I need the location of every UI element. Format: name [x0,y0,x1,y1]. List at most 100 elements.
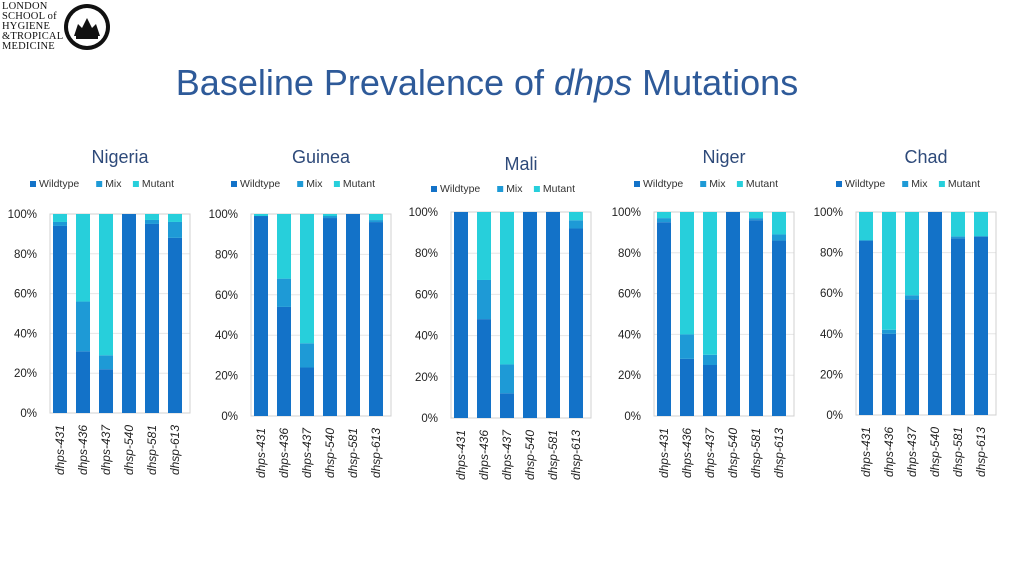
bar-segment [523,212,537,418]
legend-swatch [96,181,103,187]
bar-segment [323,218,337,416]
legend-label: Mix [105,178,122,190]
x-tick-label: dhsp-581 [546,430,560,480]
bar-segment [500,393,514,418]
x-tick-label: dhsp-581 [951,427,965,477]
bar-segment [76,214,90,302]
legend-label: Mutant [343,178,375,190]
bar-segment [749,212,763,219]
bar-segment [168,214,182,222]
bar-segment [905,212,919,296]
y-tick-label: 20% [14,368,37,380]
bar-segment [500,212,514,365]
bar-segment [254,216,268,416]
y-tick-label: 80% [618,248,641,260]
chart-title: Chad [904,147,947,167]
y-tick-label: 80% [820,248,843,260]
bar-segment [277,278,291,307]
bar-segment [300,214,314,344]
x-tick-label: dhps-437 [500,429,514,480]
x-tick-label: dhsp-613 [974,427,988,477]
bar-segment [122,214,136,413]
bar-segment [145,219,159,224]
y-tick-label: 60% [215,290,238,302]
x-tick-label: dhsp-581 [346,428,360,478]
bar-segment [346,214,360,416]
x-tick-label: dhps-437 [905,426,919,477]
y-tick-label: 0% [826,410,843,422]
logo-line-1: LONDON [2,1,48,12]
chart-1: Guinea Wildtype Mix Mutant 0% 20% 40% 60% 80% 100… [209,147,392,478]
y-tick-label: 40% [820,329,843,341]
y-tick-label: 0% [20,408,37,420]
y-tick-label: 20% [820,369,843,381]
legend-swatch [700,181,707,187]
x-tick-label: dhsp-613 [569,430,583,480]
bar-segment [726,212,740,416]
chart-4: Chad Wildtype Mix Mutant 0% 20% 40% 60% 80% 100% d… [814,147,997,477]
y-tick-label: 40% [14,328,37,340]
bar-segment [882,329,896,334]
y-tick-label: 80% [415,248,438,260]
legend-label: Mix [306,178,323,190]
x-tick-label: dhps-436 [76,425,90,475]
title-text-italic: dhps [554,62,633,103]
x-tick-label: dhsp-613 [369,428,383,478]
bar-segment [369,214,383,221]
legend-label: Mutant [142,178,174,190]
bar-segment [882,333,896,415]
bar-segment [680,358,694,416]
bar-segment [53,214,67,222]
bar-segment [53,225,67,413]
bar-segment [254,214,268,217]
bar-segment [546,212,560,418]
bar-segment [905,299,919,415]
school-logo: LONDON SCHOOL of HYGIENE &TROPICAL MEDIC… [2,1,112,54]
legend-label: Wildtype [643,178,683,190]
x-tick-label: dhps-437 [99,424,113,475]
bar-segment [99,355,113,370]
bar-segment [859,240,873,415]
bar-segment [76,351,90,413]
legend-label: Mutant [543,183,575,195]
y-tick-label: 100% [8,209,37,221]
chart-3: Niger Wildtype Mix Mutant 0% 20% 40% 60% 80% 100%… [612,147,795,478]
legend-label: Wildtype [440,183,480,195]
bar-segment [323,216,337,219]
bar-segment [772,234,786,241]
bar-segment [168,237,182,413]
bar-segment [300,367,314,416]
plot-frame [855,211,997,416]
legend-swatch [533,186,540,192]
y-tick-label: 60% [820,288,843,300]
x-tick-label: dhps-431 [454,430,468,480]
y-tick-label: 60% [415,289,438,301]
bar-segment [569,228,583,418]
bar-segment [974,212,988,237]
bar-segment [974,236,988,415]
plot-frame [653,211,795,417]
legend-swatch [231,181,237,187]
chart-0: Nigeria Wildtype Mix Mutant 0% 20% 40% 60% 80% 10… [8,147,191,475]
bar-segment [657,222,671,416]
bar-segment [99,369,113,413]
bar-segment [951,212,965,237]
legend-swatch [333,181,340,187]
y-tick-label: 100% [409,207,438,219]
legend-swatch [938,181,945,187]
logo-line-3: HYGIENE [2,21,51,32]
y-tick-label: 100% [209,209,238,221]
bar-segment [657,218,671,223]
bar-segment [99,214,113,356]
legend-swatch [30,181,36,187]
bar-segment [772,240,786,416]
logo-line-5: MEDICINE [2,41,55,52]
bar-segment [905,295,919,300]
y-tick-label: 40% [618,329,641,341]
x-tick-label: dhps-431 [254,428,268,478]
legend-swatch [736,181,743,187]
bar-segment [749,220,763,416]
bar-segment [951,236,965,239]
x-tick-label: dhsp-540 [323,428,337,478]
